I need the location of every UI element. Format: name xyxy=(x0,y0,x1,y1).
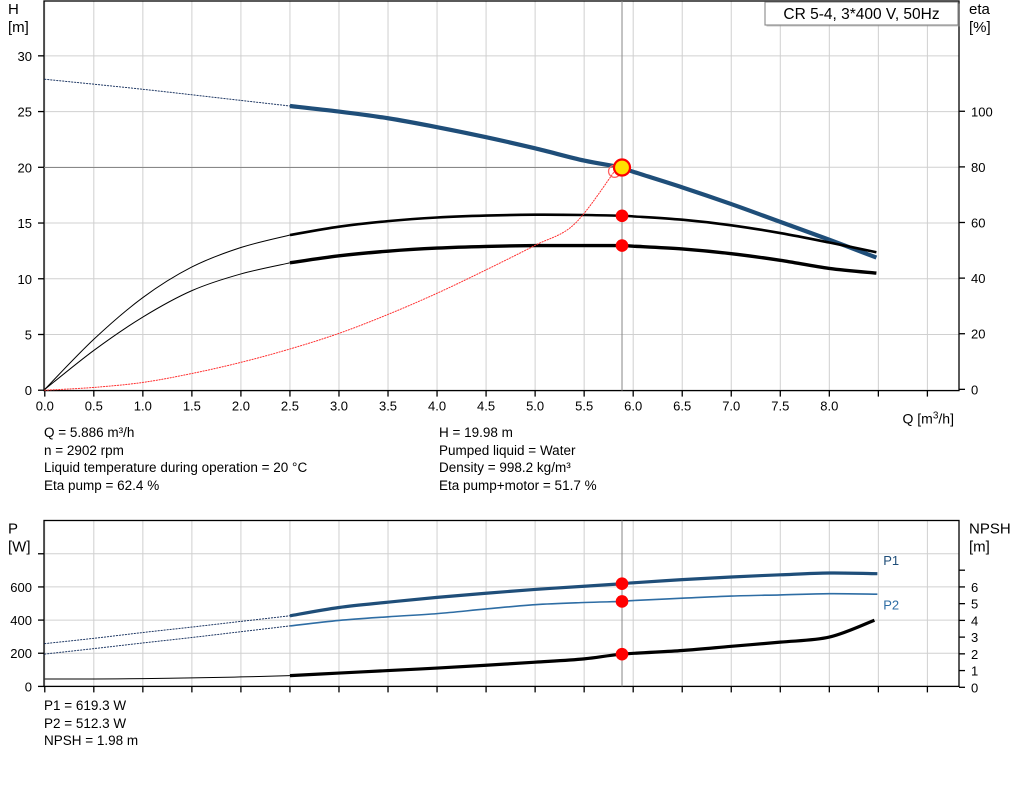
svg-text:3.5: 3.5 xyxy=(379,399,397,414)
svg-text:20: 20 xyxy=(18,160,32,175)
svg-text:3: 3 xyxy=(971,630,978,645)
svg-text:15: 15 xyxy=(18,216,32,231)
svg-text:[m]: [m] xyxy=(969,539,990,556)
svg-text:0.0: 0.0 xyxy=(36,399,54,414)
svg-text:P: P xyxy=(8,521,18,538)
svg-text:8.0: 8.0 xyxy=(820,399,838,414)
svg-text:Q [m3/h]: Q [m3/h] xyxy=(903,410,954,427)
svg-text:5.5: 5.5 xyxy=(575,399,593,414)
svg-text:400: 400 xyxy=(10,613,32,628)
svg-text:1: 1 xyxy=(971,664,978,679)
svg-text:0: 0 xyxy=(971,680,978,695)
svg-text:0: 0 xyxy=(25,383,32,398)
svg-text:[m]: [m] xyxy=(8,19,29,36)
svg-text:7.5: 7.5 xyxy=(771,399,789,414)
svg-text:1.5: 1.5 xyxy=(183,399,201,414)
svg-text:6.0: 6.0 xyxy=(624,399,642,414)
svg-text:P1: P1 xyxy=(883,553,899,568)
svg-text:4.5: 4.5 xyxy=(477,399,495,414)
svg-text:3.0: 3.0 xyxy=(330,399,348,414)
svg-text:0: 0 xyxy=(971,382,978,397)
svg-text:CR 5-4, 3*400 V, 50Hz: CR 5-4, 3*400 V, 50Hz xyxy=(783,6,939,23)
svg-text:80: 80 xyxy=(971,160,985,175)
svg-text:20: 20 xyxy=(971,327,985,342)
svg-text:5.0: 5.0 xyxy=(526,399,544,414)
svg-text:5: 5 xyxy=(25,327,32,342)
svg-text:200: 200 xyxy=(10,646,32,661)
svg-text:[%]: [%] xyxy=(969,19,991,36)
svg-text:2: 2 xyxy=(971,647,978,662)
svg-text:5: 5 xyxy=(971,597,978,612)
svg-text:[W]: [W] xyxy=(8,539,31,556)
svg-text:30: 30 xyxy=(18,49,32,64)
svg-text:40: 40 xyxy=(971,271,985,286)
svg-text:0.5: 0.5 xyxy=(85,399,103,414)
svg-text:100: 100 xyxy=(971,104,993,119)
svg-text:4: 4 xyxy=(971,613,978,628)
svg-text:4.0: 4.0 xyxy=(428,399,446,414)
svg-text:H: H xyxy=(8,1,19,18)
svg-text:1.0: 1.0 xyxy=(134,399,152,414)
svg-text:P2: P2 xyxy=(883,598,899,613)
svg-text:6: 6 xyxy=(971,580,978,595)
svg-text:2.5: 2.5 xyxy=(281,399,299,414)
svg-text:eta: eta xyxy=(969,1,991,18)
svg-text:10: 10 xyxy=(18,272,32,287)
svg-text:6.5: 6.5 xyxy=(673,399,691,414)
svg-text:NPSH: NPSH xyxy=(969,521,1011,538)
svg-text:600: 600 xyxy=(10,580,32,595)
svg-text:7.0: 7.0 xyxy=(722,399,740,414)
svg-text:2.0: 2.0 xyxy=(232,399,250,414)
svg-text:0: 0 xyxy=(25,679,32,694)
svg-text:25: 25 xyxy=(18,105,32,120)
svg-text:60: 60 xyxy=(971,216,985,231)
